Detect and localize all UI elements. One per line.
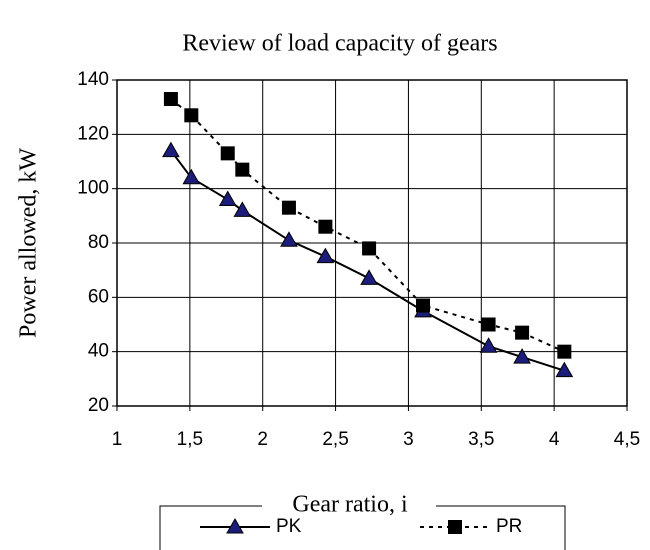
x-tick-label: 4,5 (614, 429, 640, 450)
marker (362, 241, 377, 256)
marker (515, 325, 530, 340)
marker (555, 361, 574, 378)
chart-title: Review of load capacity of gears (182, 31, 497, 57)
y-tick-label: 60 (88, 286, 109, 307)
marker (162, 141, 180, 158)
y-tick-label: 120 (77, 123, 109, 144)
legend-label: PK (276, 516, 302, 537)
marker (557, 344, 572, 359)
marker (280, 231, 298, 247)
x-tick-label: 1 (112, 429, 123, 450)
y-tick-label: 140 (77, 69, 109, 90)
marker (281, 200, 296, 215)
marker (182, 168, 201, 185)
marker (416, 298, 430, 313)
y-tick-label: 80 (88, 232, 109, 253)
marker (316, 247, 335, 264)
x-axis-label: Gear ratio, i (292, 492, 408, 518)
marker (318, 219, 333, 234)
legend-box (159, 505, 566, 550)
marker (235, 162, 250, 177)
marker (479, 337, 498, 353)
y-tick-label: 20 (88, 395, 109, 416)
marker (184, 108, 199, 123)
plot-border (116, 79, 628, 407)
marker (163, 92, 178, 107)
marker (220, 146, 235, 161)
y-tick-label: 100 (77, 178, 109, 199)
y-tick-label: 40 (88, 341, 109, 362)
x-tick-label: 1,5 (177, 429, 203, 450)
x-tick-label: 2,5 (322, 429, 348, 450)
y-axis-label: Power allowed, kW (16, 148, 42, 338)
x-tick-label: 3,5 (468, 429, 494, 450)
legend-marker (226, 517, 244, 534)
marker (513, 348, 531, 364)
x-tick-label: 3 (403, 429, 414, 450)
legend-label: PR (496, 516, 522, 537)
x-tick-label: 2 (257, 429, 268, 450)
x-tick-label: 4 (549, 429, 560, 450)
marker (360, 269, 378, 285)
marker (218, 190, 237, 207)
marker (233, 201, 252, 217)
marker (481, 317, 496, 332)
legend-marker (448, 520, 462, 534)
